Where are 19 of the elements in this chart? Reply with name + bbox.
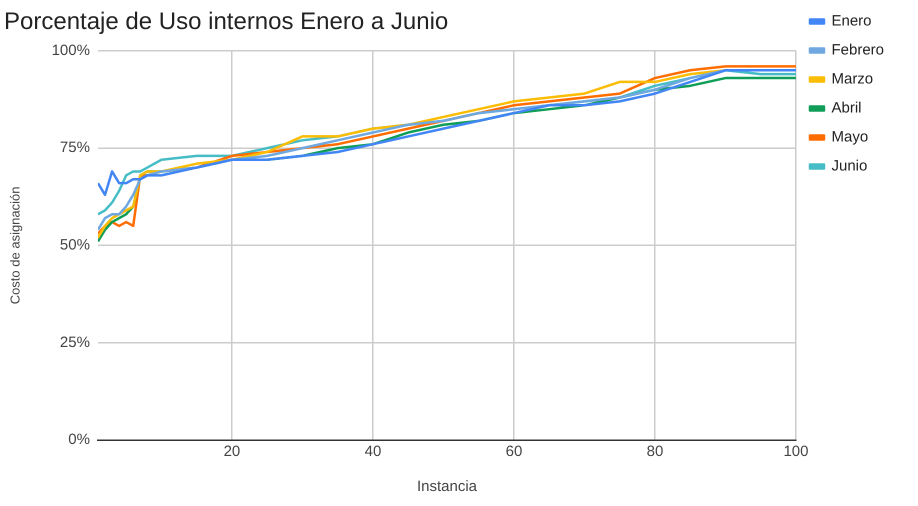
x-tick-label: 40 bbox=[364, 443, 382, 460]
legend-label: Enero bbox=[831, 12, 872, 30]
legend-label: Abril bbox=[831, 100, 862, 117]
y-tick-label: 75% bbox=[60, 139, 90, 156]
x-tick-label: 60 bbox=[506, 443, 522, 460]
legend-label: Mayo bbox=[831, 128, 868, 146]
x-tick-label: 80 bbox=[646, 443, 664, 460]
y-tick-label: 50% bbox=[60, 236, 90, 254]
legend-label: Febrero bbox=[831, 42, 884, 59]
x-tick-label: 20 bbox=[224, 443, 240, 460]
legend-label: Junio bbox=[831, 158, 868, 175]
chart-title: Porcentaje de Uso internos Enero a Junio bbox=[4, 8, 448, 36]
y-tick-label: 25% bbox=[60, 334, 90, 351]
x-tick-label: 100 bbox=[783, 443, 808, 460]
y-tick-label: 100% bbox=[52, 42, 90, 59]
legend-label: Marzo bbox=[831, 70, 874, 88]
x-axis-title: Instancia bbox=[416, 478, 478, 496]
y-tick-label: 0% bbox=[68, 431, 90, 448]
y-axis-title: Costo de asignación bbox=[7, 186, 22, 304]
